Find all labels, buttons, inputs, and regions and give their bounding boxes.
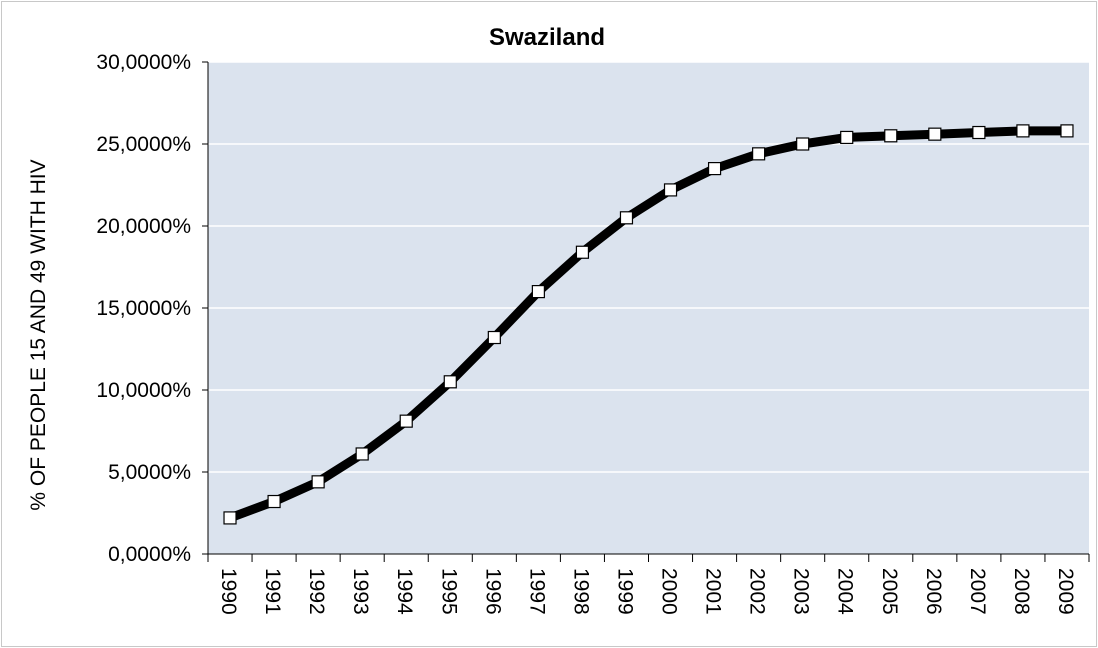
x-tick-label: 2001 — [702, 568, 725, 615]
x-tick-label: 1991 — [261, 568, 284, 615]
data-point — [796, 137, 810, 151]
data-point — [752, 147, 766, 161]
data-point — [619, 211, 634, 225]
x-tick-label: 1997 — [525, 568, 548, 615]
y-tick-label: 0,0000% — [108, 543, 191, 566]
y-tick-label: 15,0000% — [96, 297, 191, 320]
y-tick-label: 25,0000% — [96, 133, 191, 156]
x-tick-label: 1993 — [349, 568, 372, 615]
data-point — [1016, 124, 1030, 138]
x-tick-label: 2004 — [834, 568, 857, 615]
data-point — [267, 494, 281, 509]
data-point — [840, 130, 854, 145]
x-tick-label: 1998 — [569, 568, 592, 615]
series-line — [225, 126, 1072, 523]
x-tick-label: 2003 — [790, 568, 813, 615]
plot-area: 0,0000% 5,0000% 10,0000% 15,0000% 20,0000% 25… — [96, 51, 1090, 615]
x-tick-label: 1992 — [305, 568, 328, 615]
data-point — [575, 245, 590, 259]
x-tick-label: 2008 — [1010, 568, 1033, 615]
data-point — [531, 285, 545, 299]
x-tick-label: 1999 — [613, 568, 636, 615]
chart-title: Swaziland — [489, 24, 605, 51]
x-tick-label: 1994 — [393, 568, 416, 615]
x-tick-label: 2005 — [878, 568, 901, 615]
data-point — [972, 125, 986, 140]
y-tick-label: 30,0000% — [96, 51, 191, 74]
data-point — [707, 162, 722, 176]
data-point — [487, 330, 501, 345]
x-tick-label: 2009 — [1054, 568, 1077, 615]
data-point — [884, 129, 898, 143]
x-tick-label: 2002 — [746, 568, 769, 615]
data-point — [1060, 124, 1074, 138]
y-tick-label: 10,0000% — [96, 379, 191, 402]
x-tick-label: 2000 — [658, 568, 681, 615]
data-point — [443, 375, 457, 389]
data-point — [663, 183, 678, 197]
y-tick-label: 20,0000% — [96, 215, 191, 238]
x-tick-label: 1990 — [217, 568, 240, 615]
data-point — [399, 414, 413, 428]
y-tick-label: 5,0000% — [108, 461, 191, 484]
data-point — [928, 127, 942, 141]
data-point — [355, 447, 369, 461]
data-point — [311, 475, 325, 489]
x-tick-label: 2006 — [922, 568, 945, 615]
data-point — [223, 511, 237, 525]
x-tick-label: 1995 — [437, 568, 460, 615]
x-tick-label: 2007 — [966, 568, 989, 615]
x-tick-label: 1996 — [481, 568, 504, 615]
y-axis-label: % OF PEOPLE 15 AND 49 WITH HIV — [27, 159, 50, 510]
